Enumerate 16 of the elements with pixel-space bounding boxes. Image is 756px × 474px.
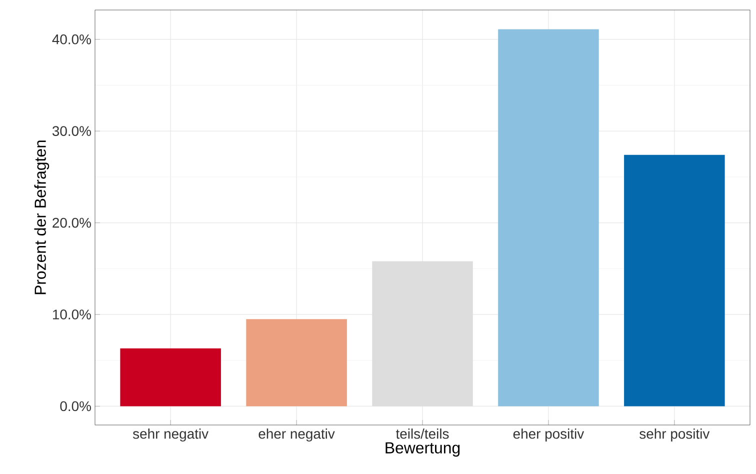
y-tick-label: 40.0% [52,34,91,44]
y-tick-label: 30.0% [52,126,91,136]
x-axis-title: Bewertung [386,442,460,457]
y-tick-label: 10.0% [52,310,91,320]
x-tick-label: sehr negativ [132,428,208,442]
y-tick-label: 0.0% [60,401,91,412]
x-tick-label: eher negativ [258,428,335,442]
x-tick-label: teils/teils [396,428,449,439]
bar [498,29,599,406]
bar [120,348,221,406]
x-tick-label: eher positiv [513,428,584,442]
y-axis-title: Prozent der Befragten [34,140,50,294]
y-tick-label: 20.0% [52,218,91,228]
x-tick-label: sehr positiv [640,428,710,442]
bar [246,319,347,406]
bar [624,154,725,406]
